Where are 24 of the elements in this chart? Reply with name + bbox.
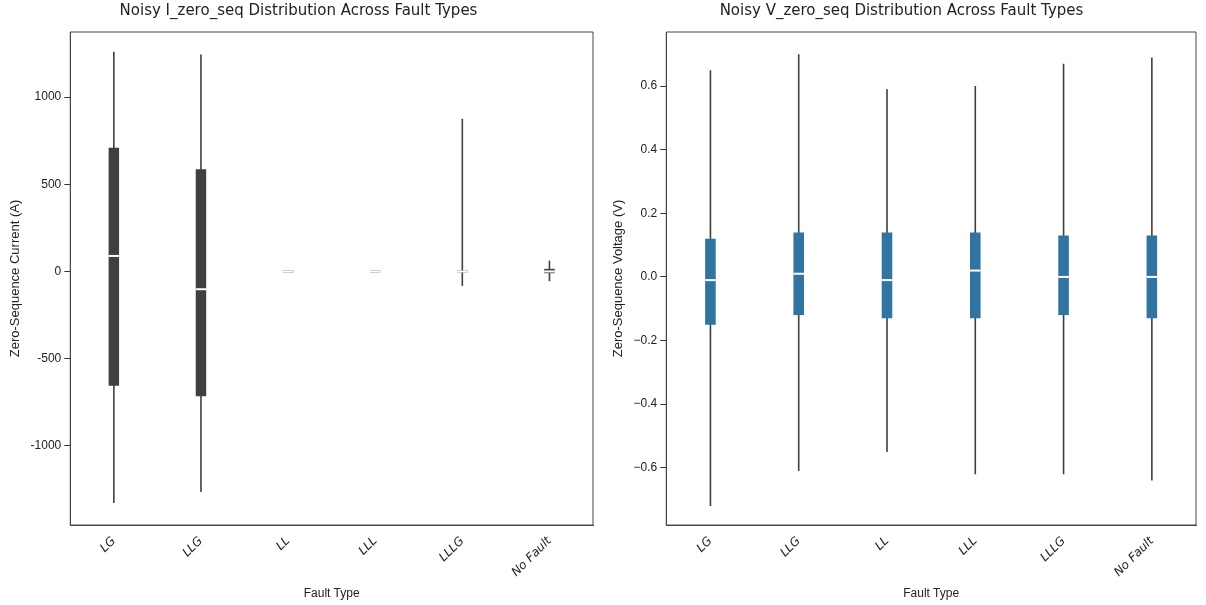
x-tick-label: LG	[693, 533, 715, 555]
x-tick-label: LG	[96, 533, 119, 555]
y-tick-label: -500	[37, 350, 62, 365]
x-tick-label: LLL	[955, 533, 980, 558]
y-tick-label: 0.0	[640, 269, 658, 284]
chart-title: Noisy V_zero_seq Distribution Across Fault Types	[719, 0, 1084, 20]
y-tick-label: -1000	[30, 438, 62, 453]
x-axis-title: Fault Type	[903, 586, 960, 601]
x-tick-label: LL	[273, 533, 293, 553]
y-axis-title: Zero-Sequence Current (A)	[7, 199, 23, 358]
x-tick-label: LL	[871, 533, 892, 553]
y-tick-label: 0.6	[640, 78, 658, 93]
y-tick-label: 0.2	[640, 205, 658, 220]
y-tick-label: −0.4	[633, 396, 658, 411]
chart-title: Noisy I_zero_seq Distribution Across Fault Types	[119, 0, 478, 20]
y-tick-label: 0.4	[640, 142, 658, 157]
y-tick-label: −0.6	[633, 460, 658, 475]
x-tick-label: LLL	[355, 533, 380, 558]
y-tick-label: 500	[41, 176, 62, 191]
x-axis-title: Fault Type	[303, 586, 360, 601]
y-tick-label: 0	[54, 263, 62, 278]
y-tick-label: 1000	[34, 89, 62, 104]
y-tick-label: −0.2	[633, 332, 658, 347]
y-axis-title: Zero-Sequence Voltage (V)	[610, 199, 626, 358]
